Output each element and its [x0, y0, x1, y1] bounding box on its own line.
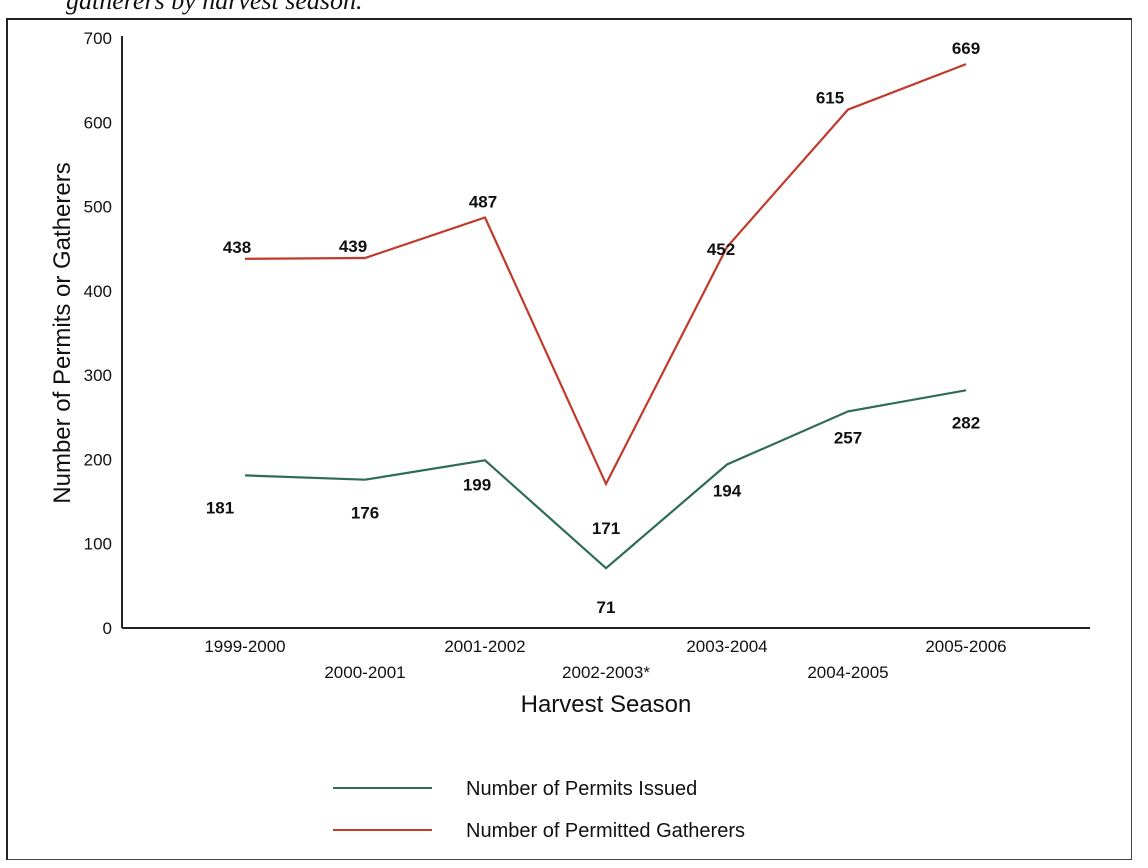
data-label: 615	[816, 89, 844, 108]
x-tick-label: 2002-2003*	[562, 663, 650, 682]
data-label: 282	[952, 413, 980, 432]
y-tick-label: 700	[84, 29, 112, 48]
y-tick-label: 600	[84, 113, 112, 132]
x-tick-label: 2001-2002	[444, 637, 525, 656]
y-tick-label: 100	[84, 535, 112, 554]
y-tick-label: 500	[84, 198, 112, 217]
data-label: 176	[351, 504, 379, 523]
data-label: 171	[592, 519, 620, 538]
x-tick-label: 1999-2000	[204, 637, 285, 656]
x-axis-ticks: 1999-2000 2000-2001 2001-2002 2002-2003* 200…	[204, 637, 1006, 682]
legend-label: Number of Permits Issued	[466, 778, 697, 800]
legend: Number of Permits Issued Number of Permit…	[333, 778, 745, 842]
y-axis-title: Number of Permits or Gatherers	[49, 162, 76, 503]
data-label: 71	[597, 598, 616, 617]
data-label: 199	[463, 475, 491, 494]
data-label: 194	[713, 481, 742, 500]
data-label: 257	[834, 428, 862, 447]
series-line-1	[244, 63, 967, 487]
x-tick-label: 2005-2006	[925, 637, 1006, 656]
y-tick-label: 200	[84, 450, 112, 469]
chart-frame	[6, 18, 1132, 860]
data-label: 438	[223, 238, 251, 257]
data-label: 439	[339, 237, 367, 256]
y-tick-label: 300	[84, 366, 112, 385]
data-label: 452	[707, 240, 735, 259]
y-tick-label: 400	[84, 282, 112, 301]
data-label: 181	[206, 498, 234, 517]
axes	[121, 36, 1090, 629]
series-line-0	[244, 389, 967, 570]
x-tick-label: 2004-2005	[807, 663, 888, 682]
y-tick-label: 0	[103, 619, 112, 638]
x-tick-label: 2000-2001	[324, 663, 405, 682]
series-lines	[244, 63, 967, 570]
data-label: 487	[469, 193, 497, 212]
x-tick-label: 2003-2004	[686, 637, 767, 656]
y-axis-ticks: 0 100 200 300 400 500 600 700	[84, 29, 112, 638]
data-labels: 181 176 199 71 194 257 282 438 439 487 171 452 615 66…	[206, 39, 980, 617]
legend-label: Number of Permitted Gatherers	[466, 820, 745, 842]
figure-caption: gatherers by harvest season.	[66, 0, 363, 15]
x-axis-title: Harvest Season	[521, 691, 692, 718]
data-label: 669	[952, 39, 980, 58]
